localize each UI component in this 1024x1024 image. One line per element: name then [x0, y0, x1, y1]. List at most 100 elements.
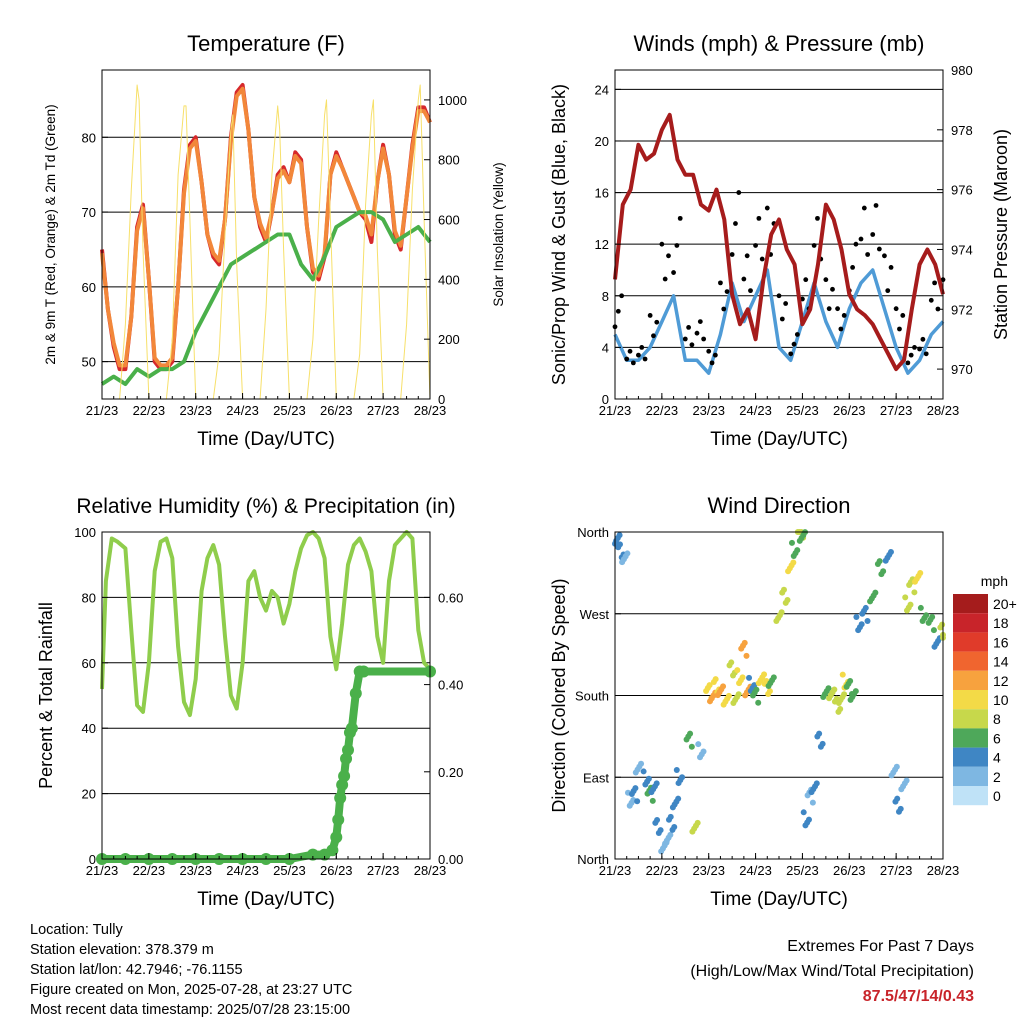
y2-axis-label: Solar Insolation (Yellow) — [491, 162, 506, 306]
x-tick-label: 28/23 — [414, 403, 447, 418]
direction-point — [725, 692, 732, 699]
gust-point — [721, 306, 727, 312]
direction-point — [634, 798, 641, 805]
direction-point — [653, 780, 660, 787]
solar-line — [102, 84, 431, 400]
colorbar-label: 0 — [993, 788, 1001, 804]
y2-tick-label: 0.60 — [438, 590, 463, 605]
station-info: Location: Tully Station elevation: 378.3… — [30, 920, 352, 1020]
direction-point — [923, 612, 930, 619]
gust-point — [682, 336, 688, 342]
gust-point — [756, 215, 762, 221]
gust-point — [624, 356, 630, 362]
direction-point — [917, 570, 924, 577]
gust-point — [736, 190, 742, 195]
gust-point — [615, 308, 621, 314]
colorbar-cell — [953, 613, 988, 633]
y2-tick-label: 1000 — [438, 93, 467, 108]
direction-point — [887, 548, 894, 555]
gust-point — [706, 348, 712, 354]
y2-tick-label: 970 — [951, 362, 973, 377]
direction-point — [734, 667, 741, 674]
y2-tick-label: 400 — [438, 272, 460, 287]
x-tick-label: 25/23 — [786, 863, 819, 878]
colorbar-cell — [953, 747, 988, 767]
x-axis-label: Time (Day/UTC) — [197, 429, 335, 450]
y-tick-label: 50 — [82, 355, 96, 370]
direction-point — [780, 586, 787, 593]
gust-point — [686, 324, 692, 330]
direction-point — [800, 809, 807, 816]
wind-line — [613, 268, 945, 375]
direction-point — [675, 795, 682, 802]
direction-panel: 21/23 22/23 23/23 24/23 25/23 26/23 27/23 28/23… — [549, 493, 1017, 910]
colorbar-label: 6 — [993, 730, 1001, 746]
colorbar-label: 18 — [993, 615, 1009, 631]
x-tick-label: 27/23 — [880, 863, 913, 878]
direction-point — [839, 671, 846, 678]
direction-point — [657, 827, 664, 834]
gust-point — [654, 319, 660, 325]
direction-point — [673, 766, 680, 773]
direction-point — [700, 748, 707, 755]
gust-point — [753, 243, 758, 248]
direction-point — [862, 604, 869, 611]
x-tick-label: 22/23 — [646, 403, 679, 418]
colorbar-cell — [953, 728, 988, 748]
direction-point — [616, 541, 623, 548]
direction-point — [645, 775, 652, 782]
gust-point — [630, 360, 636, 366]
direction-point — [805, 816, 812, 823]
gust-point — [811, 243, 817, 248]
gust-point — [674, 243, 680, 248]
gust-point — [651, 333, 656, 339]
direction-point — [825, 685, 832, 692]
y-tick-label: 24 — [595, 82, 609, 97]
direction-point — [858, 621, 865, 628]
latlon-text: Station lat/lon: 42.7946; -76.1155 — [30, 962, 243, 978]
gust-point — [826, 306, 832, 312]
location-text: Location: Tully — [30, 922, 123, 938]
elevation-text: Station elevation: 378.379 m — [30, 942, 214, 958]
gust-point — [636, 352, 641, 358]
y-tick-label: 0 — [89, 852, 96, 867]
gust-point — [900, 313, 906, 318]
gust-point — [619, 293, 625, 299]
gust-point — [733, 221, 738, 226]
direction-point — [831, 686, 838, 693]
gust-point — [744, 253, 750, 259]
gust-point — [932, 280, 938, 286]
direction-point — [841, 691, 848, 698]
colorbar-label: 20+ — [993, 596, 1017, 612]
colorbar-label: 12 — [993, 673, 1009, 689]
direction-point — [761, 671, 768, 678]
x-tick-label: 21/23 — [86, 863, 119, 878]
direction-point — [816, 730, 823, 737]
direction-point — [788, 539, 795, 546]
x-tick-label: 24/23 — [739, 863, 772, 878]
gust-point — [783, 301, 789, 306]
y-tick-label: 12 — [595, 237, 609, 252]
direction-point — [853, 614, 860, 621]
direction-point — [667, 831, 674, 838]
gust-point — [794, 332, 800, 337]
direction-point — [902, 594, 909, 601]
gust-point — [850, 265, 856, 270]
x-tick-label: 21/23 — [599, 863, 632, 878]
colorbar-cell — [953, 651, 988, 671]
humidity-panel: 21/23 22/23 23/23 24/23 25/23 26/23 27/23 28/23… — [36, 495, 463, 910]
colorbar-cell — [953, 786, 988, 806]
gust-point — [689, 342, 695, 348]
direction-point — [930, 627, 937, 634]
gust-point — [815, 215, 820, 221]
x-tick-label: 24/23 — [226, 863, 259, 878]
gust-point — [712, 352, 718, 358]
colorbar-label: 8 — [993, 711, 1001, 727]
direction-point — [632, 785, 639, 792]
x-axis-label: Time (Day/UTC) — [197, 889, 335, 910]
x-tick-label: 21/23 — [86, 403, 119, 418]
gust-point — [759, 256, 765, 262]
created-text: Figure created on Mon, 2025-07-28, at 23… — [30, 982, 353, 998]
gust-point — [870, 232, 876, 237]
direction-point — [917, 604, 924, 611]
